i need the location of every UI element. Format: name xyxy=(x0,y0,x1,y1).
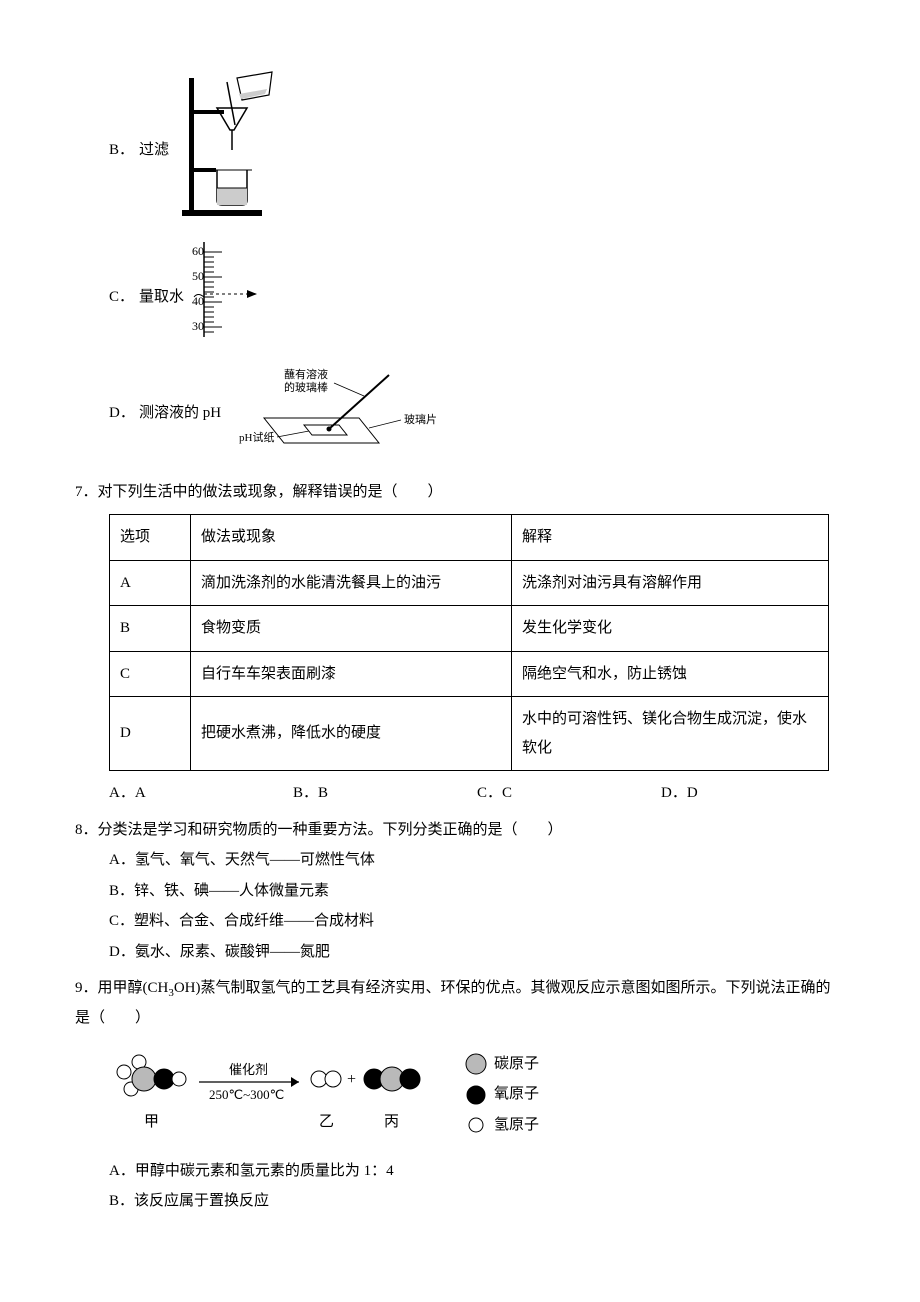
q7-h1: 做法或现象 xyxy=(191,515,512,561)
q7-r1c0: B xyxy=(110,606,191,652)
temp-text: 250℃~300℃ xyxy=(209,1087,284,1102)
q7-h0: 选项 xyxy=(110,515,191,561)
glass-label: 玻璃片 xyxy=(404,412,437,426)
paper-label: pH试纸 xyxy=(239,431,274,444)
q8-opt-b: B．锌、铁、碘——人体微量元素 xyxy=(109,877,845,906)
q7-choice-a: A．A xyxy=(109,779,293,808)
rod-label-2: 的玻璃棒 xyxy=(284,380,328,394)
q7-choices: A．A B．B C．C D．D xyxy=(109,779,845,808)
q8-opt-a: A．氢气、氧气、天然气——可燃性气体 xyxy=(109,846,845,875)
q9-options: A．甲醇中碳元素和氢元素的质量比为 1：4 B．该反应属于置换反应 xyxy=(109,1157,845,1216)
q7-choice-c: C．C xyxy=(477,779,661,808)
q9-stem-a: 9．用甲醇(CH xyxy=(75,980,168,996)
atom-legend: 碳原子 氧原子 氢原子 xyxy=(464,1048,539,1142)
legend-oxygen-label: 氧原子 xyxy=(494,1080,539,1109)
q8-opt-d: D．氨水、尿素、碳酸钾——氮肥 xyxy=(109,938,845,967)
svg-text:+: + xyxy=(347,1071,356,1088)
opt-text: 测溶液的 pH xyxy=(139,399,221,428)
q8-options: A．氢气、氧气、天然气——可燃性气体 B．锌、铁、碘——人体微量元素 C．塑料、… xyxy=(109,846,845,966)
q8-opt-c: C．塑料、合金、合成纤维——合成材料 xyxy=(109,907,845,936)
q7-r3c0: D xyxy=(110,697,191,771)
reaction-diagram: 催化剂 250℃~300℃ + 甲 乙 丙 xyxy=(109,1044,439,1145)
cylinder-figure: 60 50 40 30 xyxy=(192,237,272,358)
rod-label-1: 蘸有溶液 xyxy=(284,367,328,381)
q7-r0c0: A xyxy=(110,560,191,606)
q6-option-d: D． 测溶液的 pH 蘸有溶液 的玻璃棒 pH试纸 玻璃片 xyxy=(109,363,845,464)
q7-r3c2: 水中的可溶性钙、镁化合物生成沉淀，使水软化 xyxy=(512,697,829,771)
tick-30: 30 xyxy=(192,319,204,333)
q7-stem: 7．对下列生活中的做法或现象，解释错误的是（ ） xyxy=(75,478,845,507)
q6-option-b: B． 过滤 xyxy=(109,70,845,231)
q6-option-c: C． 量取水 60 50 40 30 xyxy=(109,237,845,358)
catalyst-text: 催化剂 xyxy=(229,1062,268,1077)
tick-50: 50 xyxy=(192,269,204,283)
q7-r2c0: C xyxy=(110,651,191,697)
filtration-figure xyxy=(177,70,287,231)
q8-stem: 8．分类法是学习和研究物质的一种重要方法。下列分类正确的是（ ） xyxy=(75,816,845,845)
q7-h2: 解释 xyxy=(512,515,829,561)
q7-r0c2: 洗涤剂对油污具有溶解作用 xyxy=(512,560,829,606)
q9-stem: 9．用甲醇(CH3OH)蒸气制取氢气的工艺具有经济实用、环保的优点。其微观反应示… xyxy=(75,974,845,1032)
question-8: 8．分类法是学习和研究物质的一种重要方法。下列分类正确的是（ ） A．氢气、氧气… xyxy=(75,816,845,967)
label-jia: 甲 xyxy=(144,1114,159,1130)
q9-opt-a: A．甲醇中碳元素和氢元素的质量比为 1：4 xyxy=(109,1157,845,1186)
opt-text: 过滤 xyxy=(139,136,169,165)
tick-60: 60 xyxy=(192,244,204,258)
opt-label: D． xyxy=(109,399,139,428)
q7-table: 选项 做法或现象 解释 A 滴加洗涤剂的水能清洗餐具上的油污 洗涤剂对油污具有溶… xyxy=(109,514,829,771)
q9-diagram-row: 催化剂 250℃~300℃ + 甲 乙 丙 碳原子 xyxy=(109,1044,845,1145)
opt-label: C． xyxy=(109,283,139,312)
opt-text: 量取水 xyxy=(139,283,184,312)
legend-hydrogen: 氢原子 xyxy=(464,1111,539,1140)
q7-r0c1: 滴加洗涤剂的水能清洗餐具上的油污 xyxy=(191,560,512,606)
q7-r1c1: 食物变质 xyxy=(191,606,512,652)
question-9: 9．用甲醇(CH3OH)蒸气制取氢气的工艺具有经济实用、环保的优点。其微观反应示… xyxy=(75,974,845,1216)
opt-label: B． xyxy=(109,136,139,165)
question-7: 7．对下列生活中的做法或现象，解释错误的是（ ） 选项 做法或现象 解释 A 滴… xyxy=(75,478,845,808)
q7-r1c2: 发生化学变化 xyxy=(512,606,829,652)
q9-stem-b: OH)蒸气制取氢气的工艺具有经济实用、环保的优点。其微观反应示意图如图所示。下列… xyxy=(75,980,831,1026)
q7-choice-b: B．B xyxy=(293,779,477,808)
q7-r2c2: 隔绝空气和水，防止锈蚀 xyxy=(512,651,829,697)
q9-opt-b: B．该反应属于置换反应 xyxy=(109,1187,845,1216)
label-bing: 丙 xyxy=(384,1114,399,1130)
legend-oxygen: 氧原子 xyxy=(464,1080,539,1109)
q7-r2c1: 自行车车架表面刷漆 xyxy=(191,651,512,697)
legend-carbon: 碳原子 xyxy=(464,1050,539,1079)
label-yi: 乙 xyxy=(319,1114,334,1130)
legend-hydrogen-label: 氢原子 xyxy=(494,1111,539,1140)
q7-choice-d: D．D xyxy=(661,779,845,808)
legend-carbon-label: 碳原子 xyxy=(494,1050,539,1079)
q7-r3c1: 把硬水煮沸，降低水的硬度 xyxy=(191,697,512,771)
ph-figure: 蘸有溶液 的玻璃棒 pH试纸 玻璃片 xyxy=(229,363,459,464)
